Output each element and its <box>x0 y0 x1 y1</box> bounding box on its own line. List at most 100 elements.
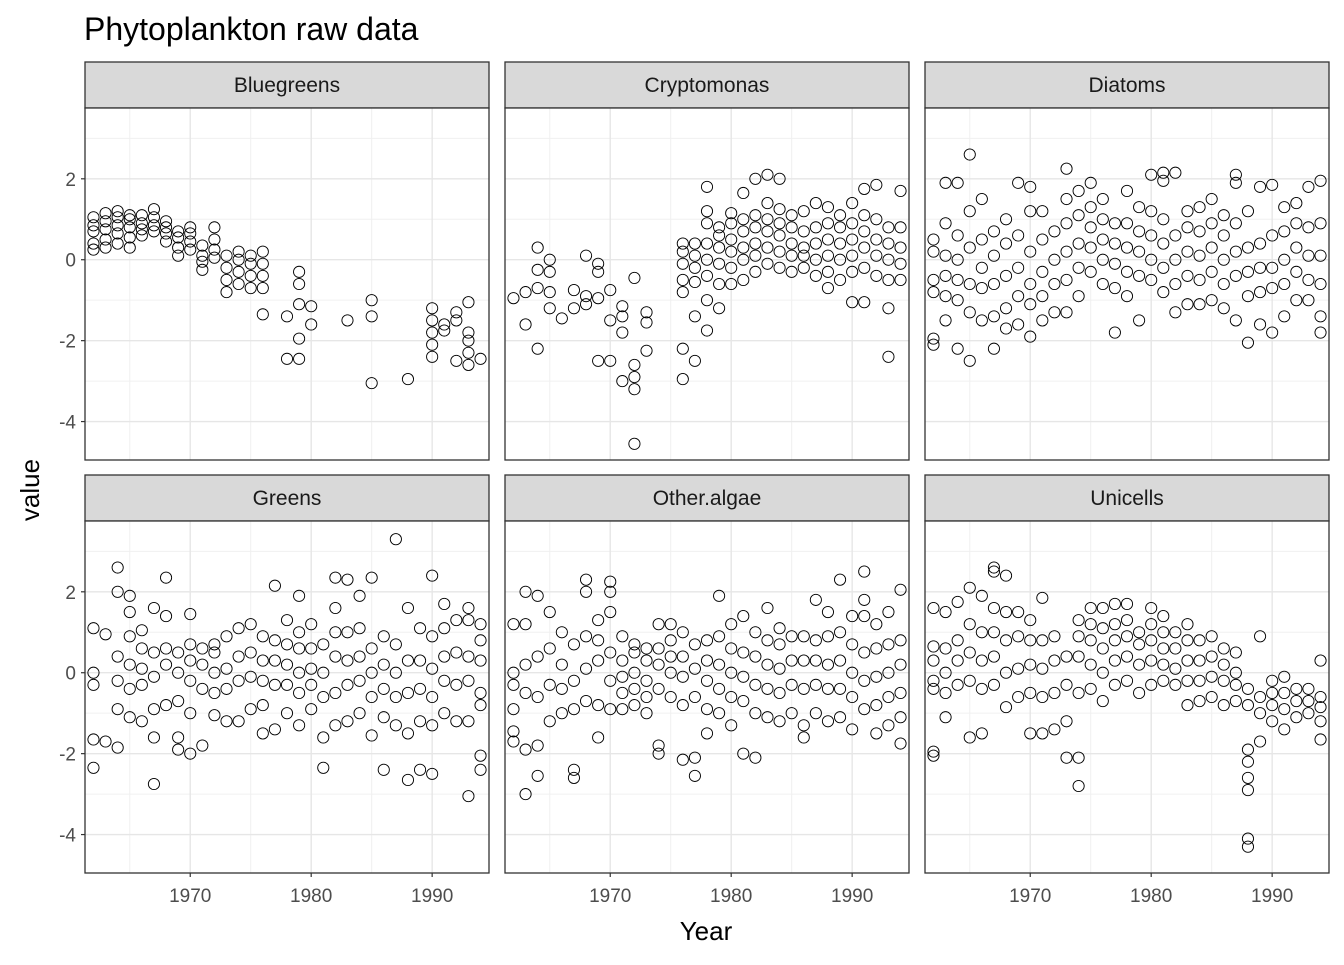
data-point <box>749 626 762 639</box>
data-point <box>652 739 665 752</box>
data-point <box>1217 642 1230 655</box>
data-point <box>1193 225 1206 238</box>
data-point <box>927 640 940 653</box>
data-point <box>1181 674 1194 687</box>
data-point <box>927 745 940 758</box>
data-point <box>870 269 883 282</box>
data-point <box>244 703 257 716</box>
data-point <box>1229 694 1242 708</box>
data-point <box>713 229 726 242</box>
data-point <box>1145 205 1158 218</box>
data-point <box>159 221 173 234</box>
data-point <box>821 217 835 230</box>
data-point <box>737 241 750 254</box>
data-point <box>543 302 556 315</box>
data-point <box>963 618 976 631</box>
data-point <box>220 261 233 274</box>
data-point <box>628 371 641 384</box>
data-point <box>1157 213 1170 226</box>
data-point <box>975 314 988 327</box>
data-point <box>809 253 822 266</box>
data-point <box>1229 217 1242 230</box>
data-point <box>1181 298 1194 311</box>
data-point <box>462 715 475 728</box>
data-point <box>450 314 463 327</box>
facet-panel-diatoms: Diatoms <box>924 61 1330 461</box>
data-point <box>797 249 810 262</box>
data-point <box>749 209 762 222</box>
data-point <box>341 314 354 327</box>
data-point <box>87 237 100 250</box>
data-point <box>1169 253 1182 266</box>
data-point <box>713 682 726 695</box>
data-point <box>196 263 209 276</box>
y-tick-label: -2 <box>59 332 76 353</box>
data-point <box>329 601 342 615</box>
data-point <box>1024 298 1037 311</box>
data-point <box>773 638 786 651</box>
data-point <box>725 245 738 258</box>
data-point <box>700 654 714 667</box>
data-point <box>975 281 988 295</box>
data-point <box>450 614 463 627</box>
data-point <box>1290 197 1303 210</box>
data-point <box>725 207 738 220</box>
data-point <box>604 703 617 716</box>
data-point <box>184 221 197 234</box>
data-point <box>1217 277 1230 291</box>
data-point <box>1060 306 1073 319</box>
data-point <box>834 221 847 234</box>
data-point <box>172 743 185 756</box>
data-point <box>135 209 148 222</box>
data-point <box>159 227 173 240</box>
data-point <box>426 767 439 780</box>
data-point <box>592 292 605 305</box>
data-point <box>1266 326 1279 339</box>
data-point <box>123 711 136 724</box>
data-point <box>951 654 964 667</box>
data-point <box>123 241 136 254</box>
data-point <box>688 275 701 289</box>
data-point <box>135 642 148 655</box>
data-point <box>749 221 762 234</box>
data-point <box>567 284 580 297</box>
data-point <box>1084 618 1097 631</box>
data-point <box>87 225 100 238</box>
data-point <box>462 346 475 359</box>
data-point <box>773 662 786 675</box>
data-point <box>628 699 641 712</box>
data-point <box>1133 225 1146 238</box>
data-point <box>462 790 475 803</box>
data-point <box>700 180 714 193</box>
data-point <box>999 213 1013 226</box>
data-point <box>882 273 895 287</box>
data-point <box>1241 755 1255 768</box>
data-point <box>172 666 185 679</box>
data-point <box>846 296 859 309</box>
data-point <box>1084 682 1097 695</box>
data-point <box>147 777 160 791</box>
data-point <box>1157 174 1170 187</box>
data-point <box>713 589 726 602</box>
data-point <box>123 682 136 695</box>
data-point <box>1314 701 1327 714</box>
data-point <box>592 257 605 270</box>
data-point <box>1217 699 1230 712</box>
data-point <box>688 769 701 782</box>
data-point <box>951 176 964 189</box>
data-point <box>1108 237 1121 250</box>
data-point <box>1024 614 1037 627</box>
data-point <box>1314 310 1327 323</box>
data-point <box>293 666 306 679</box>
data-point <box>1314 249 1327 262</box>
data-point <box>688 249 701 262</box>
data-point <box>834 237 847 250</box>
data-point <box>761 711 774 724</box>
data-point <box>256 654 269 667</box>
data-point <box>1229 245 1242 258</box>
data-point <box>1133 314 1146 327</box>
data-point <box>1145 654 1158 667</box>
data-point <box>365 310 378 323</box>
data-point <box>640 690 653 704</box>
